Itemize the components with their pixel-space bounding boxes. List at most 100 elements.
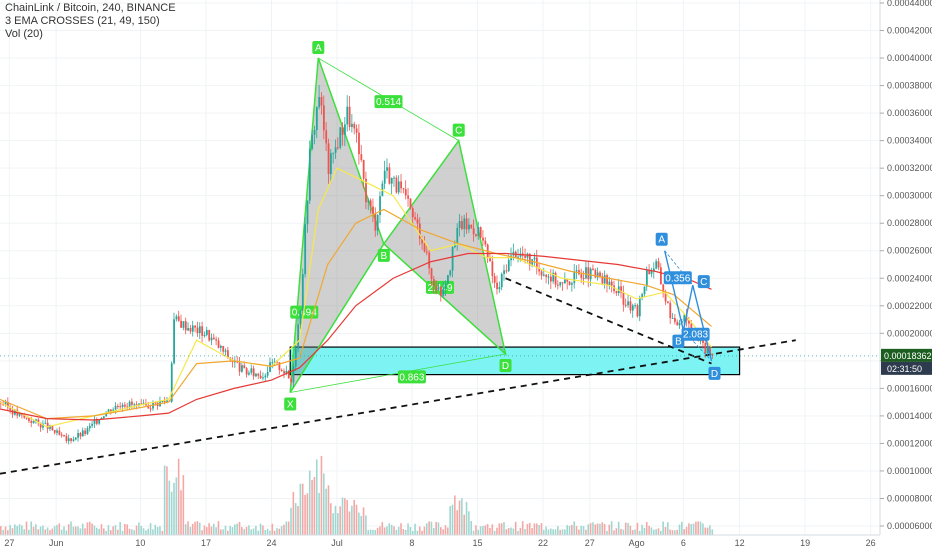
candle-body xyxy=(182,321,185,328)
countdown-box xyxy=(881,361,932,375)
volume-bar xyxy=(53,526,56,535)
price-axis[interactable]: 0.00044000 0.00042000 0.00040000 0.00038000… xyxy=(879,0,932,535)
candle-body xyxy=(606,275,608,286)
candle-body xyxy=(205,330,208,335)
volume-bar xyxy=(393,526,395,535)
candle-body xyxy=(121,404,124,407)
candle-body xyxy=(227,350,229,358)
candle-body xyxy=(580,274,583,279)
candle-body xyxy=(386,167,388,171)
support-zone-rect xyxy=(289,346,741,376)
volume-bar xyxy=(430,521,433,535)
candle-body xyxy=(390,177,393,184)
volume-bar xyxy=(276,528,278,535)
price-tick-label: 0.00010000 xyxy=(887,466,932,476)
candle-body xyxy=(465,218,468,230)
price-tick-label: 0.00016000 xyxy=(887,383,932,393)
volume-bar xyxy=(301,483,304,535)
candle-body xyxy=(615,291,618,294)
volume-bar xyxy=(79,528,82,535)
volume-bar xyxy=(21,525,23,535)
candle-body xyxy=(135,404,138,406)
candle-body xyxy=(67,438,70,442)
volume-bar xyxy=(212,523,215,535)
volume-bar xyxy=(685,526,688,535)
candle-body xyxy=(166,400,168,402)
indicator-ema-label[interactable]: 3 EMA CROSSES (21, 49, 150) xyxy=(5,15,160,27)
candle-body xyxy=(187,327,190,331)
volume-bar xyxy=(121,530,124,535)
pattern-point-label: D xyxy=(502,361,509,372)
candle-body xyxy=(601,276,604,284)
candle-body xyxy=(629,301,632,311)
volume-bar xyxy=(63,526,65,535)
small-pattern-point-C xyxy=(697,275,710,289)
pattern-point-label: C xyxy=(455,126,462,137)
volume-bar xyxy=(475,525,477,535)
candle-body xyxy=(674,317,676,322)
volume-bar xyxy=(74,526,77,535)
candle-body xyxy=(477,227,480,236)
volume-bar xyxy=(648,525,650,535)
volume-bar xyxy=(521,521,524,535)
candle-body xyxy=(278,362,281,371)
indicator-volume-label[interactable]: Vol (20) xyxy=(5,28,43,40)
volume-bar xyxy=(337,513,339,535)
symbol-title[interactable]: ChainLink / Bitcoin, 240, BINANCE xyxy=(5,2,176,14)
candle-body xyxy=(648,270,651,275)
volume-bar xyxy=(578,529,580,535)
candle-body xyxy=(339,127,342,148)
volume-bar xyxy=(402,528,405,535)
volume-bar xyxy=(379,526,381,535)
price-tick-label: 0.00026000 xyxy=(887,246,932,256)
volume-bar xyxy=(486,524,489,535)
volume-bar xyxy=(489,527,491,535)
volume-bar xyxy=(372,529,374,535)
volume-bar xyxy=(28,529,30,535)
volume-bar xyxy=(643,527,646,535)
volume-bar xyxy=(84,528,86,535)
volume-bar xyxy=(184,524,187,535)
volume-bar xyxy=(554,529,557,535)
candle-body xyxy=(624,304,627,306)
candle-body xyxy=(255,373,257,377)
volume-bar xyxy=(533,523,536,535)
candle-body xyxy=(409,198,412,209)
volume-bar xyxy=(344,498,346,535)
volume-bar xyxy=(559,529,561,535)
volume-bar xyxy=(367,530,370,535)
candle-body xyxy=(53,430,56,433)
volume-bar xyxy=(126,524,128,535)
time-axis[interactable]: 27 Jun 10 17 24 Jul 8 15 22 27 Ago 6 12 19 26 xyxy=(0,534,880,548)
candle-body xyxy=(11,410,14,415)
candle-body xyxy=(56,430,58,433)
volume-bar xyxy=(432,527,435,535)
candle-body xyxy=(688,320,690,324)
candle-body xyxy=(217,340,220,348)
small-pattern-point-A xyxy=(655,232,668,246)
candle-body xyxy=(542,274,545,276)
volume-bar xyxy=(7,530,9,535)
price-tick-label: 0.00034000 xyxy=(887,136,932,146)
candle-body xyxy=(194,325,197,328)
candle-body xyxy=(100,417,103,420)
volume-bar xyxy=(681,521,683,535)
volume-bar xyxy=(582,526,585,535)
candle-body xyxy=(257,373,260,376)
volume-bar xyxy=(245,526,248,535)
volume-bar xyxy=(510,527,512,535)
volume-bar xyxy=(37,529,40,535)
candle-body xyxy=(173,319,175,364)
candle-body xyxy=(402,188,405,190)
price-tick-label: 0.00022000 xyxy=(887,301,932,311)
candle-body xyxy=(662,284,665,294)
candle-body xyxy=(585,267,587,279)
volume-bar xyxy=(542,529,545,535)
candle-body xyxy=(259,375,262,379)
volume-bar xyxy=(362,507,365,535)
candle-body xyxy=(325,130,328,144)
volume-bar xyxy=(369,529,372,535)
candle-body xyxy=(449,270,452,276)
volume-bar xyxy=(564,529,566,535)
